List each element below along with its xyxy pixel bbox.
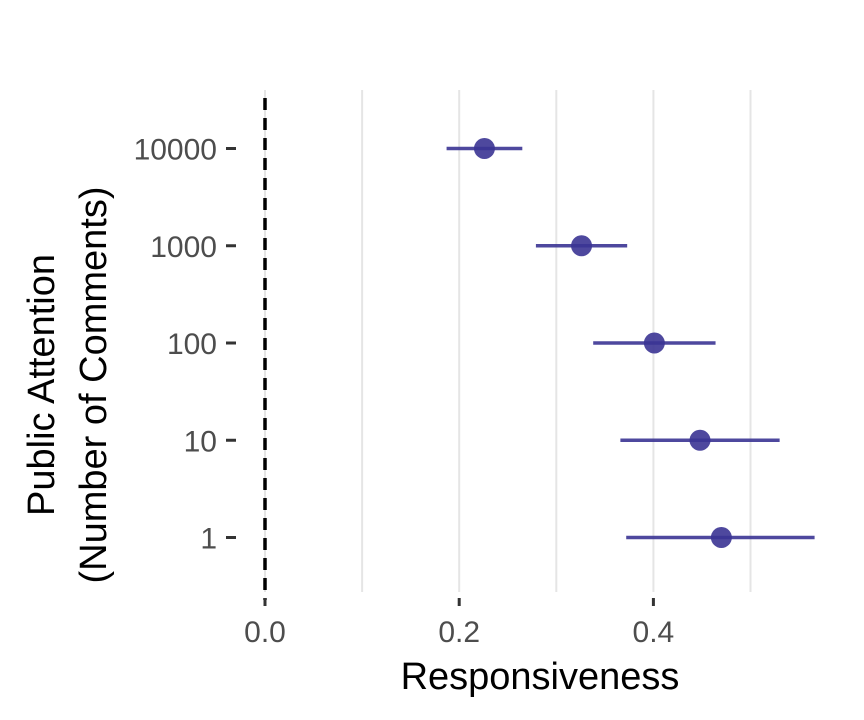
x-tick-label-0-0: 0.0 <box>244 616 286 649</box>
y-axis-title-line-2: (Number of Comments) <box>73 187 115 584</box>
y-axis-title-line-1: Public Attention <box>21 254 63 516</box>
x-axis-title: Responsiveness <box>401 656 680 698</box>
y-tick-label-1: 1 <box>200 523 217 556</box>
data-point-100 <box>643 332 665 354</box>
y-tick-label-1000: 1000 <box>150 231 217 264</box>
error-bars <box>446 146 815 540</box>
x-tick-label-0-2: 0.2 <box>438 616 480 649</box>
x-tick-label-0-4: 0.4 <box>633 616 675 649</box>
y-tick-label-10000: 10000 <box>134 134 217 167</box>
y-tick-label-10: 10 <box>184 425 217 458</box>
y-axis-title: Public Attention (Number of Comments) <box>21 187 115 584</box>
data-point-1 <box>710 527 732 548</box>
data-point-10000 <box>473 138 495 159</box>
data-point-10 <box>689 429 711 451</box>
data-points <box>473 138 732 548</box>
x-axis: 0.0 0.2 0.4 <box>244 598 674 649</box>
data-point-1000 <box>571 235 593 257</box>
grid-layer <box>264 90 752 592</box>
y-tick-label-100: 100 <box>167 328 217 361</box>
y-axis: 1 10 100 1000 10000 <box>134 134 236 556</box>
